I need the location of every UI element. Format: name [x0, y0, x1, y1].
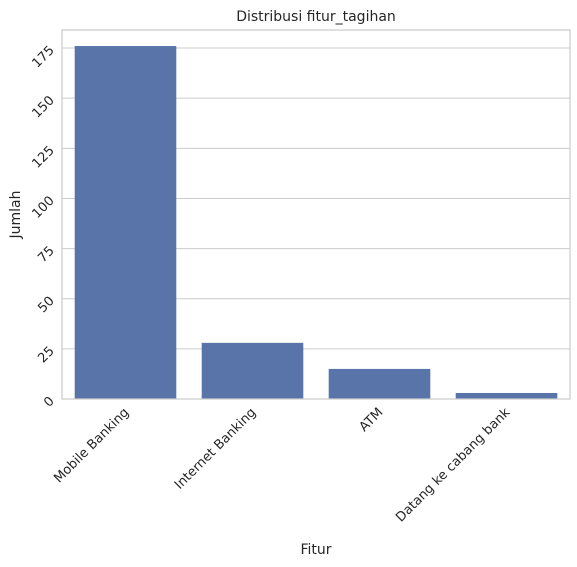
x-tick-label: Datang ke cabang bank [393, 405, 513, 525]
bar [455, 392, 558, 399]
y-tick-label: 150 [29, 93, 57, 121]
bar [74, 46, 177, 399]
x-tick-label: ATM [357, 405, 387, 435]
x-tick-labels: Mobile Banking Internet Banking ATM Datang … [51, 405, 513, 525]
y-axis-label: Jumlah [8, 191, 24, 240]
y-tick-label: 25 [35, 344, 57, 366]
y-tick-label: 50 [35, 294, 57, 316]
chart-title: Distribusi fitur_tagihan [236, 9, 396, 25]
y-tick-label: 175 [29, 43, 57, 71]
y-tick-label: 125 [29, 143, 57, 171]
y-tick-label: 0 [41, 394, 57, 410]
x-tick-label: Internet Banking [172, 405, 259, 492]
plot-frame [61, 29, 571, 400]
y-tick-labels: 0 25 50 75 100 125 150 175 [29, 43, 57, 410]
bar [328, 368, 431, 399]
y-tick-label: 75 [35, 244, 57, 266]
bar [201, 342, 304, 399]
bar-layer [74, 46, 558, 399]
x-tick-label: Mobile Banking [51, 405, 132, 486]
y-tick-label: 100 [29, 194, 57, 222]
x-axis-label: Fitur [300, 542, 331, 558]
